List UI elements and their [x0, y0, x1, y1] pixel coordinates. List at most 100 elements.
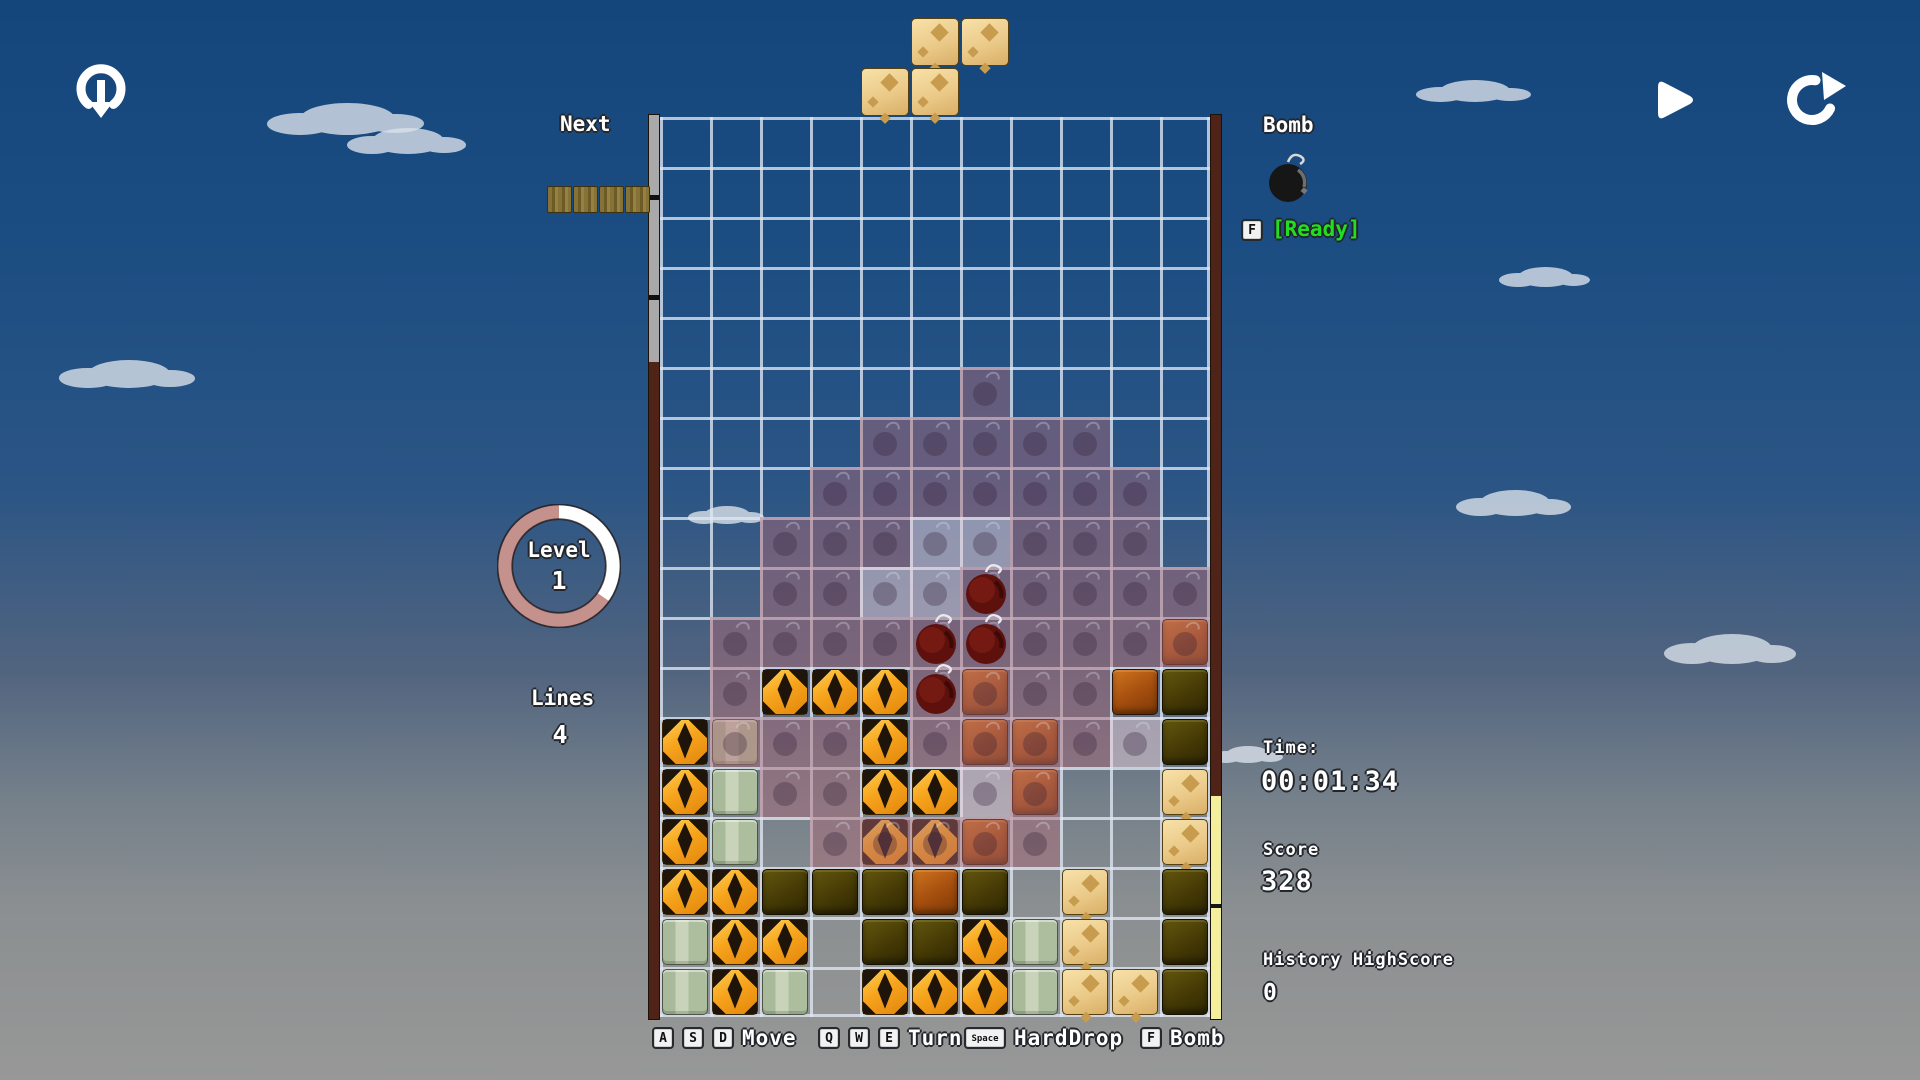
board-block-sage-block: [1012, 969, 1058, 1015]
blast-preview-cell: [860, 517, 910, 567]
board-block-dark-olive-block: [962, 869, 1008, 915]
blast-preview-cell: [1010, 667, 1060, 717]
blast-preview-cell: [860, 617, 910, 667]
keycap-d: D: [712, 1027, 734, 1049]
blast-preview-cell: [910, 517, 960, 567]
board-block-yellow-tulip-block: [712, 919, 758, 965]
board-block-yellow-tulip-block: [862, 669, 908, 715]
blast-preview-cell: [960, 767, 1010, 817]
control-hint-bomb: F Bomb: [1140, 1026, 1225, 1052]
blast-preview-cell: [1060, 617, 1110, 667]
blast-preview-cell: [710, 717, 760, 767]
board-block-yellow-tulip-block: [662, 869, 708, 915]
blast-preview-cell: [710, 617, 760, 667]
bomb-keycap: F: [1241, 219, 1263, 241]
board-block-tan-dice-block: [1162, 769, 1208, 815]
blast-preview-cell: [960, 517, 1010, 567]
board-block-sage-block: [712, 769, 758, 815]
blast-preview-cell: [810, 717, 860, 767]
blast-preview-cell: [910, 417, 960, 467]
next-piece-preview: [547, 186, 651, 213]
board-block-tan-dice-block: [1062, 869, 1108, 915]
board-block-dark-olive-block: [762, 869, 808, 915]
board-block-yellow-tulip-block: [862, 719, 908, 765]
blast-preview-cell: [1010, 617, 1060, 667]
board-block-yellow-tulip-block: [962, 969, 1008, 1015]
board-block-yellow-tulip-block: [912, 769, 958, 815]
bomb-block: [911, 606, 961, 672]
blast-preview-cell: [1060, 517, 1110, 567]
level-indicator: Level 1: [497, 504, 621, 628]
board-block-yellow-tulip-block: [762, 919, 808, 965]
next-piece-block: [599, 186, 624, 213]
next-label: Next: [560, 112, 611, 136]
board-block-tan-dice-block: [1112, 969, 1158, 1015]
bomb-icon: [1264, 146, 1316, 210]
board-block-sage-block: [712, 819, 758, 865]
blast-preview-cell: [1010, 717, 1060, 767]
cloud: [346, 128, 466, 154]
blast-preview-cell: [960, 667, 1010, 717]
blast-preview-cell: [860, 567, 910, 617]
keycap-a: A: [652, 1027, 674, 1049]
control-label: Bomb: [1170, 1026, 1225, 1050]
blast-preview-cell: [860, 467, 910, 517]
board-block-sage-block: [662, 969, 708, 1015]
board-block-tan-dice-block: [1162, 819, 1208, 865]
bomb-label: Bomb: [1263, 113, 1314, 137]
board-block-yellow-tulip-block: [862, 969, 908, 1015]
play-icon[interactable]: [1650, 75, 1698, 129]
keycap-s: S: [682, 1027, 704, 1049]
blast-preview-cell: [710, 667, 760, 717]
board-block-dark-olive-block: [1162, 669, 1208, 715]
blast-preview-cell: [960, 817, 1010, 867]
bomb-block: [961, 606, 1011, 672]
restart-drop-icon[interactable]: [72, 60, 130, 138]
cloud: [1210, 746, 1284, 763]
blast-preview-cell: [1010, 567, 1060, 617]
board-block-sage-block: [1012, 919, 1058, 965]
keycap-space: Space: [964, 1027, 1006, 1049]
blast-preview-cell: [810, 767, 860, 817]
blast-preview-cell: [1010, 467, 1060, 517]
blast-preview-cell: [810, 467, 860, 517]
blast-preview-cell: [960, 467, 1010, 517]
next-piece-block: [547, 186, 572, 213]
keycap-w: W: [848, 1027, 870, 1049]
refresh-icon[interactable]: [1782, 70, 1850, 134]
bomb-block: [961, 556, 1011, 622]
cloud: [59, 360, 195, 388]
blast-preview-cell: [1160, 567, 1210, 617]
time-label: Time:: [1263, 738, 1320, 758]
highscore-value: 0: [1263, 980, 1277, 1006]
blast-preview-cell: [810, 517, 860, 567]
control-label: Turn: [908, 1026, 963, 1050]
board-block-dark-olive-block: [862, 919, 908, 965]
game-board: [660, 117, 1210, 1017]
board-block-yellow-tulip-block: [712, 969, 758, 1015]
blast-preview-cell: [1110, 717, 1160, 767]
bomb-block: [911, 656, 961, 722]
control-label: Move: [742, 1026, 797, 1050]
next-piece-block: [625, 186, 650, 213]
board-block-yellow-tulip-block: [662, 719, 708, 765]
blast-preview-cell: [760, 567, 810, 617]
cloud: [266, 103, 424, 135]
blast-preview-cell: [1060, 567, 1110, 617]
board-block-dark-olive-block: [1162, 969, 1208, 1015]
board-block-sage-block: [662, 919, 708, 965]
cloud: [1664, 634, 1796, 664]
blast-preview-cell: [1060, 717, 1110, 767]
blast-preview-cell: [1110, 617, 1160, 667]
cloud: [1498, 267, 1590, 287]
board-block-burnt-orange-block: [1112, 669, 1158, 715]
time-value: 00:01:34: [1261, 766, 1400, 797]
blast-preview-cell: [910, 717, 960, 767]
level-ring: [496, 503, 622, 629]
level-value: 1: [551, 565, 567, 595]
blast-preview-cell: [960, 717, 1010, 767]
falling-piece-block: [861, 68, 909, 116]
cloud: [1455, 490, 1571, 516]
board-block-yellow-tulip-block: [712, 869, 758, 915]
